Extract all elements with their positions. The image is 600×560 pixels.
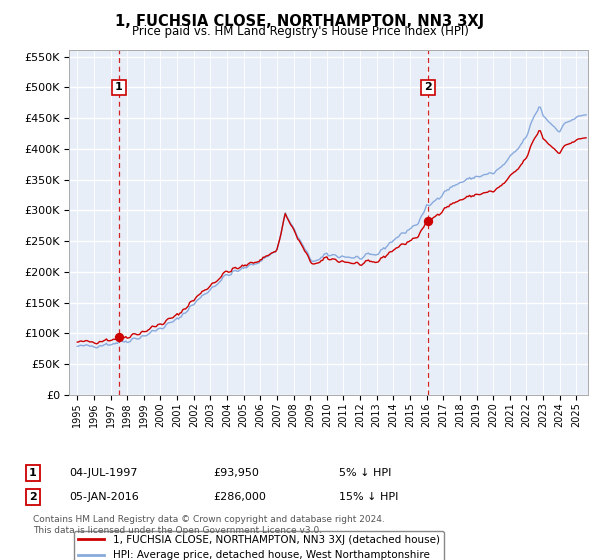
Text: 5% ↓ HPI: 5% ↓ HPI bbox=[339, 468, 391, 478]
Point bbox=[114, 333, 124, 342]
Text: 04-JUL-1997: 04-JUL-1997 bbox=[69, 468, 137, 478]
Text: 05-JAN-2016: 05-JAN-2016 bbox=[69, 492, 139, 502]
Text: £286,000: £286,000 bbox=[213, 492, 266, 502]
Text: 1: 1 bbox=[29, 468, 37, 478]
Point bbox=[423, 216, 433, 225]
Text: £93,950: £93,950 bbox=[213, 468, 259, 478]
Text: 15% ↓ HPI: 15% ↓ HPI bbox=[339, 492, 398, 502]
Text: This data is licensed under the Open Government Licence v3.0.: This data is licensed under the Open Gov… bbox=[33, 526, 322, 535]
Text: 2: 2 bbox=[424, 82, 432, 92]
Text: 1, FUCHSIA CLOSE, NORTHAMPTON, NN3 3XJ: 1, FUCHSIA CLOSE, NORTHAMPTON, NN3 3XJ bbox=[115, 14, 485, 29]
Text: Contains HM Land Registry data © Crown copyright and database right 2024.: Contains HM Land Registry data © Crown c… bbox=[33, 515, 385, 524]
Text: 1: 1 bbox=[115, 82, 123, 92]
Legend: 1, FUCHSIA CLOSE, NORTHAMPTON, NN3 3XJ (detached house), HPI: Average price, det: 1, FUCHSIA CLOSE, NORTHAMPTON, NN3 3XJ (… bbox=[74, 531, 444, 560]
Text: 2: 2 bbox=[29, 492, 37, 502]
Text: Price paid vs. HM Land Registry's House Price Index (HPI): Price paid vs. HM Land Registry's House … bbox=[131, 25, 469, 38]
